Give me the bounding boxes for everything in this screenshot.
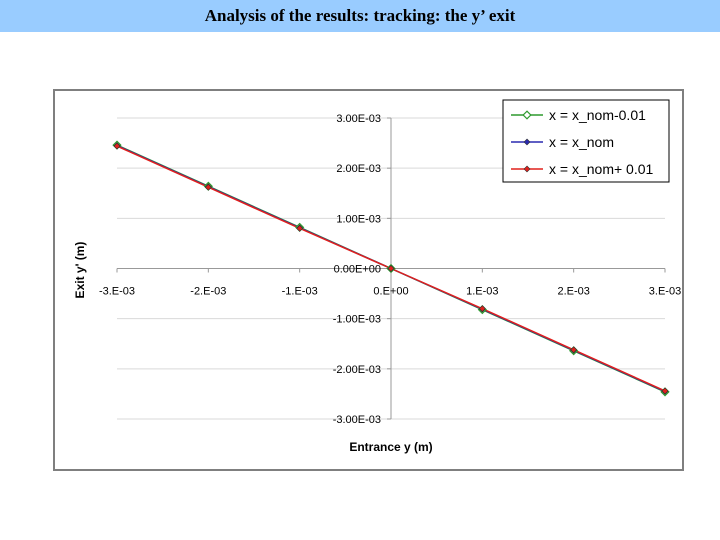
x-tick-label: -1.E-03 bbox=[282, 286, 318, 298]
series-marker bbox=[570, 346, 578, 354]
legend-label: x = x_nom bbox=[549, 134, 614, 150]
y-tick-label: 2.00E-03 bbox=[336, 163, 381, 175]
y-tick-label: 1.00E-03 bbox=[336, 213, 381, 225]
series-marker bbox=[387, 265, 395, 272]
x-tick-label: 0.E+00 bbox=[373, 286, 408, 298]
y-tick-label: -3.00E-03 bbox=[333, 414, 381, 426]
y-tick-label: -2.00E-03 bbox=[333, 364, 381, 376]
x-axis-title: Entrance y (m) bbox=[349, 440, 432, 454]
slide-title-bar: Analysis of the results: tracking: the y… bbox=[0, 0, 720, 32]
legend-label: x = x_nom-0.01 bbox=[549, 107, 646, 123]
series-marker bbox=[661, 387, 669, 395]
x-tick-label: 3.E-03 bbox=[649, 286, 681, 298]
x-tick-label: -3.E-03 bbox=[99, 286, 135, 298]
series-lines bbox=[112, 140, 670, 397]
y-tick-label: 3.00E-03 bbox=[336, 113, 381, 125]
chart-svg: 3.00E-03 2.00E-03 1.00E-03 0.00E+00 -1.00E-0… bbox=[73, 99, 681, 454]
series-marker bbox=[113, 142, 121, 150]
legend-marker bbox=[523, 165, 531, 173]
series-marker bbox=[296, 224, 304, 232]
y-axis-title: Exit y' (m) bbox=[73, 242, 87, 299]
x-tick-label: 2.E-03 bbox=[557, 286, 589, 298]
series-marker bbox=[204, 183, 212, 191]
chart-frame: 3.00E-03 2.00E-03 1.00E-03 0.00E+00 -1.00E-0… bbox=[53, 89, 684, 471]
legend-label: x = x_nom+ 0.01 bbox=[549, 161, 654, 177]
axis-labels: 3.00E-03 2.00E-03 1.00E-03 0.00E+00 -1.00E-0… bbox=[99, 113, 681, 426]
x-tick-label: 1.E-03 bbox=[466, 286, 498, 298]
series-marker bbox=[478, 305, 486, 313]
legend-marker bbox=[522, 110, 532, 120]
legend-marker bbox=[523, 138, 531, 146]
y-tick-label: -1.00E-03 bbox=[333, 314, 381, 326]
x-tick-label: -2.E-03 bbox=[190, 286, 226, 298]
slide-title: Analysis of the results: tracking: the y… bbox=[204, 6, 516, 25]
y-tick-label: 0.00E+00 bbox=[334, 264, 381, 276]
